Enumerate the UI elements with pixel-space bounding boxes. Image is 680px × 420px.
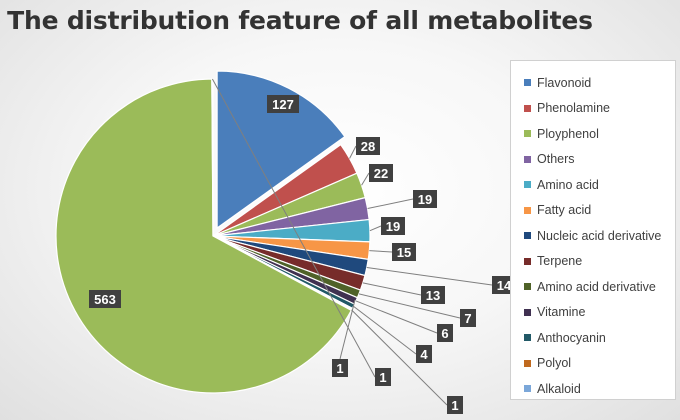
legend-swatch xyxy=(524,155,531,163)
legend-item: Vitamine xyxy=(511,300,675,326)
data-label: 15 xyxy=(397,245,411,260)
legend-item: Phenolamine xyxy=(511,96,675,122)
pie-slice-ployphenol xyxy=(55,78,353,394)
data-label: 1 xyxy=(451,398,458,413)
legend-item: Amino acid derivative xyxy=(511,274,675,300)
legend-item: Flavonoid xyxy=(511,70,675,96)
legend-swatch xyxy=(524,130,531,138)
legend-swatch xyxy=(524,385,531,393)
legend-label: Ployphenol xyxy=(537,126,599,141)
data-label-box xyxy=(437,324,453,342)
pie-slice-flavonoid xyxy=(216,70,346,230)
legend-label: Amino acid derivative xyxy=(537,279,656,294)
legend-swatch xyxy=(524,257,531,265)
data-label-box xyxy=(267,95,299,113)
data-label-box xyxy=(416,345,432,363)
chart-title: The distribution feature of all metaboli… xyxy=(7,6,593,35)
leader-line xyxy=(362,282,422,296)
data-label: 28 xyxy=(361,139,375,154)
data-label-box xyxy=(392,243,416,261)
leader-line xyxy=(355,300,438,334)
legend-item: Nucleic acid derivative xyxy=(511,223,675,249)
data-label: 1 xyxy=(336,361,343,376)
leader-line xyxy=(369,225,382,232)
legend-swatch xyxy=(524,79,531,87)
legend-label: Anthocyanin xyxy=(537,330,606,345)
data-label-box xyxy=(421,286,445,304)
legend-label: Terpene xyxy=(537,254,583,269)
legend-label: Others xyxy=(537,152,575,167)
leader-line xyxy=(353,305,417,355)
data-label-box xyxy=(447,396,463,414)
legend-label: Polyol xyxy=(537,356,572,371)
leader-line xyxy=(339,299,356,360)
leader-line xyxy=(351,309,448,406)
legend-label: Alkaloid xyxy=(537,381,581,396)
legend-label: Amino acid xyxy=(537,177,599,192)
legend-swatch xyxy=(524,206,531,214)
chart-legend: Flavonoid Phenolamine Ployphenol Others Amin… xyxy=(510,60,676,400)
legend-label: Phenolamine xyxy=(537,101,610,116)
legend-item: Fatty acid xyxy=(511,198,675,224)
legend-item: Alkaloid xyxy=(511,376,675,402)
legend-swatch xyxy=(524,359,531,367)
data-label-box xyxy=(356,137,380,155)
legend-item: Polyol xyxy=(511,351,675,377)
data-label: 13 xyxy=(426,288,440,303)
legend-swatch xyxy=(524,232,531,240)
data-label-box xyxy=(369,164,393,182)
data-label: 7 xyxy=(464,311,471,326)
data-label: 19 xyxy=(418,192,432,207)
legend-label: Nucleic acid derivative xyxy=(537,228,662,243)
leader-line xyxy=(358,293,461,319)
legend-item: Anthocyanin xyxy=(511,325,675,351)
leader-line xyxy=(349,145,357,159)
legend-swatch xyxy=(524,104,531,112)
leader-line xyxy=(361,172,370,186)
data-label: 14 xyxy=(497,278,512,293)
data-label-box xyxy=(332,359,348,377)
legend-swatch xyxy=(524,181,531,189)
data-label: 22 xyxy=(374,166,388,181)
legend-label: Vitamine xyxy=(537,305,586,320)
data-label-box xyxy=(89,290,121,308)
data-label: 563 xyxy=(94,292,116,307)
leader-line xyxy=(366,266,493,286)
legend-label: Fatty acid xyxy=(537,203,592,218)
legend-swatch xyxy=(524,308,531,316)
legend-item: Others xyxy=(511,147,675,173)
data-label-box xyxy=(460,309,476,327)
data-label-box xyxy=(375,368,391,386)
leader-line xyxy=(369,250,393,253)
data-label-box xyxy=(413,190,437,208)
legend-swatch xyxy=(524,283,531,291)
legend-item: Terpene xyxy=(511,249,675,275)
data-label: 19 xyxy=(386,219,400,234)
data-label-box xyxy=(381,217,405,235)
legend-item: Amino acid xyxy=(511,172,675,198)
data-label: 127 xyxy=(272,97,294,112)
legend-swatch xyxy=(524,334,531,342)
data-label: 1 xyxy=(379,370,386,385)
legend-item: Ployphenol xyxy=(511,121,675,147)
legend-label: Flavonoid xyxy=(537,75,592,90)
leader-line xyxy=(367,198,414,210)
data-label: 6 xyxy=(441,326,448,341)
data-label: 4 xyxy=(420,347,428,362)
